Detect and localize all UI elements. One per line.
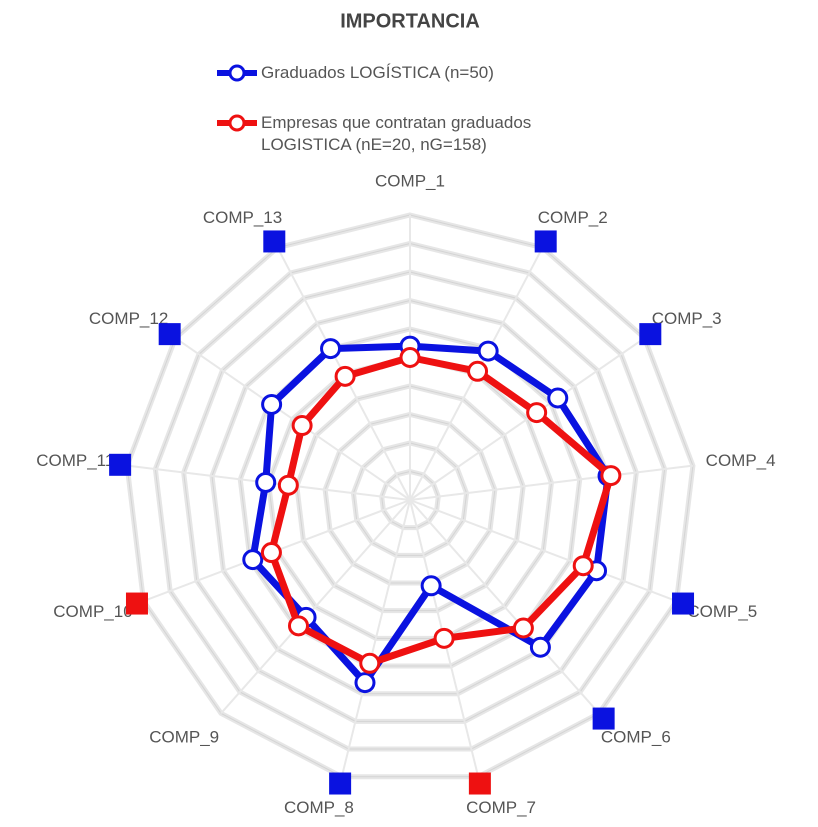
spoke bbox=[174, 337, 411, 501]
data-point bbox=[242, 549, 264, 571]
significance-marker bbox=[158, 323, 181, 346]
data-point bbox=[287, 615, 309, 637]
legend-item: Empresas que contratan graduados LOGISTI… bbox=[215, 112, 635, 156]
legend-text: Empresas que contratan graduados LOGISTI… bbox=[261, 113, 532, 154]
grid-ring-line bbox=[183, 271, 637, 722]
spoke bbox=[340, 499, 411, 777]
axis-label: COMP_6 bbox=[601, 728, 671, 747]
significance-marker bbox=[263, 230, 286, 253]
axis-label: COMP_12 bbox=[89, 309, 168, 328]
axis-label: COMP_7 bbox=[466, 798, 536, 817]
grid-ring-line bbox=[154, 242, 666, 750]
axis-label: COMP_5 bbox=[687, 602, 757, 621]
grid-ring-line bbox=[324, 413, 496, 584]
data-point bbox=[600, 465, 622, 487]
data-point bbox=[260, 542, 282, 564]
significance-marker bbox=[329, 772, 352, 795]
axis-label: COMP_3 bbox=[652, 309, 722, 328]
axis-label: COMP_2 bbox=[538, 208, 608, 227]
grid-ring-line bbox=[239, 328, 581, 667]
grid-ring-line bbox=[268, 356, 552, 639]
grid-ring-line bbox=[211, 299, 609, 695]
axis-label: COMP_13 bbox=[203, 208, 282, 227]
significance-marker bbox=[109, 453, 132, 476]
spoke bbox=[220, 499, 411, 714]
spoke bbox=[409, 464, 694, 501]
chart-title: IMPORTANCIA bbox=[340, 10, 480, 32]
grid-ring-line bbox=[352, 442, 468, 556]
data-point bbox=[547, 387, 569, 409]
legend-dot bbox=[228, 64, 246, 82]
data-point bbox=[291, 415, 313, 437]
data-point bbox=[334, 365, 356, 387]
grid-ring-line bbox=[126, 214, 694, 778]
significance-marker bbox=[592, 707, 615, 730]
axis-label: COMP_8 bbox=[284, 798, 354, 817]
data-point bbox=[512, 617, 534, 639]
data-point bbox=[354, 672, 376, 694]
data-point bbox=[529, 636, 551, 658]
significance-marker bbox=[672, 592, 695, 615]
axis-label: COMP_9 bbox=[149, 728, 219, 747]
data-point bbox=[526, 402, 548, 424]
axis-label: COMP_4 bbox=[706, 451, 776, 470]
spoke bbox=[409, 499, 677, 602]
significance-marker bbox=[468, 772, 491, 795]
spoke bbox=[409, 337, 646, 501]
data-point bbox=[277, 474, 299, 496]
significance-marker bbox=[639, 323, 662, 346]
significance-marker bbox=[534, 230, 557, 253]
data-point bbox=[320, 338, 342, 360]
legend-text: Graduados LOGÍSTICA (n=50) bbox=[261, 63, 494, 82]
axis-label: COMP_11 bbox=[36, 451, 114, 470]
data-point bbox=[359, 652, 381, 674]
data-point bbox=[261, 393, 283, 415]
legend-icon bbox=[217, 114, 257, 132]
spoke bbox=[409, 499, 600, 714]
legend-dot bbox=[228, 114, 246, 132]
data-point bbox=[433, 627, 455, 649]
axis-label: COMP_1 bbox=[375, 171, 445, 190]
legend-icon bbox=[217, 64, 257, 82]
significance-marker bbox=[125, 592, 148, 615]
axis-label: COMP_10 bbox=[53, 602, 132, 621]
data-point bbox=[399, 347, 421, 368]
grid-ring-line bbox=[381, 470, 439, 529]
legend-item: Graduados LOGÍSTICA (n=50) bbox=[215, 62, 635, 84]
data-point bbox=[477, 340, 499, 362]
data-point bbox=[255, 471, 277, 493]
data-point bbox=[420, 575, 442, 597]
series-line bbox=[249, 342, 612, 687]
data-point bbox=[572, 555, 594, 577]
data-point bbox=[467, 360, 489, 382]
